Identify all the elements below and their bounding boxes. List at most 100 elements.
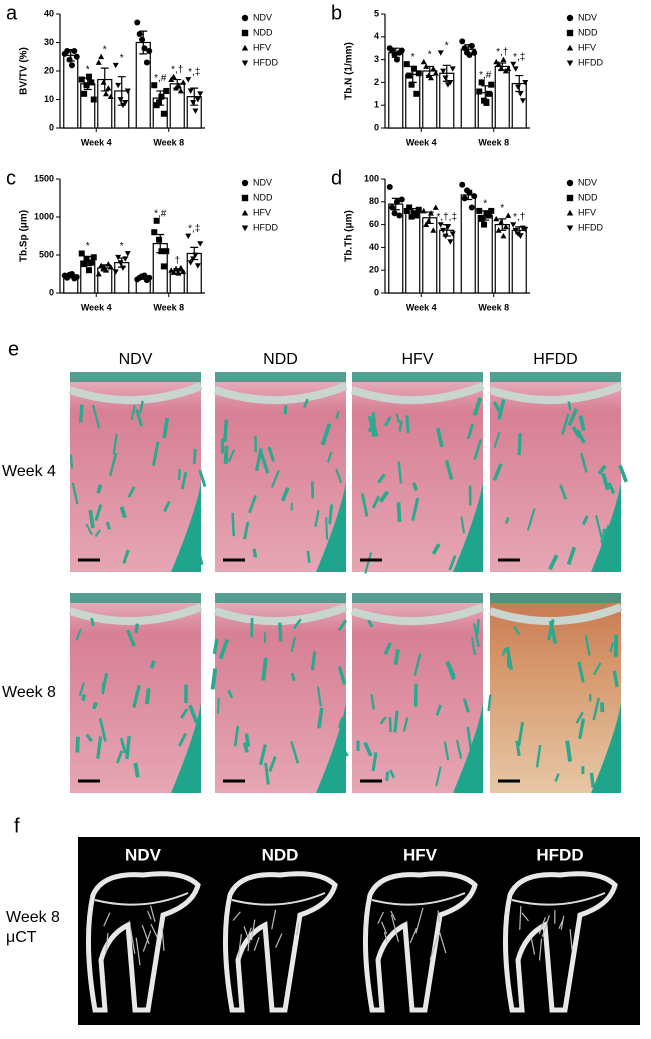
data-point xyxy=(389,47,396,54)
trabecula xyxy=(317,707,324,729)
data-point xyxy=(466,52,473,59)
data-point xyxy=(459,38,466,45)
trabecula xyxy=(548,554,559,571)
data-point xyxy=(141,45,148,52)
cortex xyxy=(316,703,346,793)
trabecula xyxy=(565,740,573,762)
trabecula xyxy=(316,686,322,707)
data-point xyxy=(406,204,413,211)
legend-marker xyxy=(241,179,249,187)
trabecula xyxy=(526,508,536,531)
legend-marker xyxy=(566,179,574,187)
trabecula xyxy=(216,697,220,714)
trabecula xyxy=(409,927,417,944)
data-point xyxy=(386,183,393,190)
trabecula xyxy=(594,515,603,539)
data-point xyxy=(160,263,167,270)
legend-label: HFDD xyxy=(253,222,278,232)
trabecula xyxy=(231,512,236,537)
trabecula xyxy=(292,618,302,630)
cortex xyxy=(171,482,201,572)
data-point xyxy=(495,61,502,67)
histology-image xyxy=(68,372,207,572)
data-point xyxy=(119,102,126,109)
trabecula xyxy=(138,400,144,414)
trabecula xyxy=(618,464,628,483)
trabecula xyxy=(589,772,595,788)
data-point xyxy=(440,68,447,74)
data-point xyxy=(481,221,488,228)
data-point xyxy=(483,99,490,106)
trabecula xyxy=(462,698,470,713)
x-tick-label: Week 4 xyxy=(81,137,112,147)
trabecula xyxy=(314,510,320,527)
data-point xyxy=(158,93,165,100)
data-point xyxy=(105,261,112,267)
y-tick-label: 3 xyxy=(374,54,379,64)
error-bar xyxy=(100,67,109,92)
trabecula xyxy=(558,920,564,929)
data-point xyxy=(180,79,187,85)
trabecula xyxy=(601,524,610,540)
trabecula xyxy=(108,452,118,476)
significance-label: *,† xyxy=(171,64,183,75)
trabecula xyxy=(444,460,454,480)
y-tick-label: 100 xyxy=(364,173,379,183)
trabecula xyxy=(296,923,300,936)
trabecula xyxy=(517,721,525,746)
data-point xyxy=(170,73,177,80)
data-point xyxy=(102,90,109,97)
trabecula xyxy=(541,915,550,937)
trabecula xyxy=(372,418,379,437)
trabecula xyxy=(466,423,474,440)
data-point xyxy=(427,74,434,81)
trabecula xyxy=(149,660,156,669)
data-point xyxy=(78,250,85,257)
histology-image xyxy=(210,593,349,793)
data-point xyxy=(81,261,88,268)
trabecula xyxy=(597,464,607,475)
data-point xyxy=(146,48,153,55)
growth-plate xyxy=(213,382,348,404)
trabecula xyxy=(96,484,103,494)
trabecula xyxy=(367,415,377,438)
trabecula xyxy=(445,660,456,678)
column-label: HFDD xyxy=(533,351,577,368)
data-point xyxy=(410,65,417,72)
y-tick-label: 80 xyxy=(369,196,379,206)
data-point xyxy=(177,87,184,94)
legend-marker xyxy=(241,225,249,232)
data-point xyxy=(449,66,456,72)
y-tick-label: 2 xyxy=(374,77,379,87)
legend-marker xyxy=(566,209,574,216)
trabecula xyxy=(435,427,444,448)
bar xyxy=(80,83,96,129)
y-tick-label: 1500 xyxy=(34,173,54,183)
data-point xyxy=(115,254,122,261)
y-tick-label: 0 xyxy=(374,287,379,297)
data-point xyxy=(160,110,167,117)
trabecula xyxy=(578,415,586,431)
data-point xyxy=(413,90,420,97)
trabecula xyxy=(437,910,440,923)
trabecula xyxy=(250,617,254,638)
cortex xyxy=(453,703,483,793)
data-point xyxy=(81,90,88,97)
data-point xyxy=(197,91,204,97)
legend-marker xyxy=(566,194,574,202)
data-point xyxy=(406,72,413,79)
row-label: Week 8 xyxy=(2,684,56,701)
trabecula xyxy=(275,933,283,948)
data-point xyxy=(141,272,148,279)
trabecula xyxy=(134,623,140,634)
data-point xyxy=(115,82,122,89)
bone xyxy=(362,871,478,1013)
trabecula xyxy=(466,726,473,750)
row-label: Week 8 xyxy=(6,909,60,926)
significance-label: * xyxy=(120,53,124,64)
data-point xyxy=(398,47,405,54)
y-tick-label: 5 xyxy=(374,8,379,18)
trabecula xyxy=(411,497,420,521)
data-point xyxy=(122,99,129,106)
trabecula xyxy=(472,397,483,416)
